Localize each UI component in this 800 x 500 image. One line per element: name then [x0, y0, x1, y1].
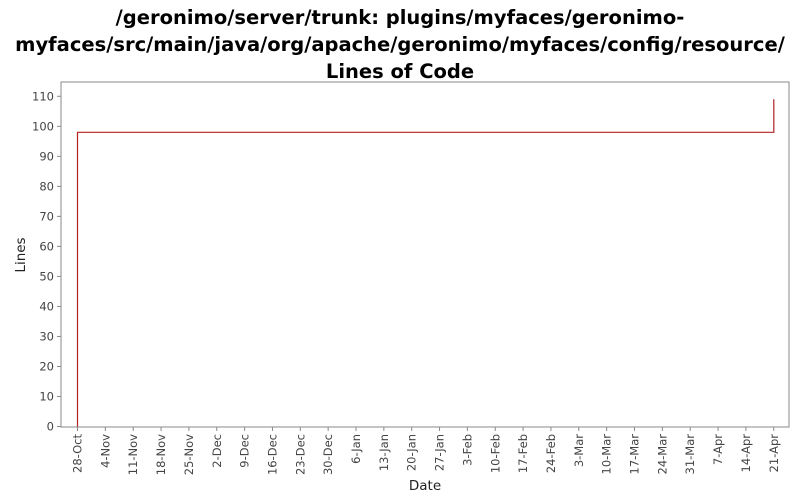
x-tick-label: 7-Apr [711, 434, 725, 465]
y-tick-label: 0 [47, 420, 54, 434]
y-tick-label: 50 [39, 269, 54, 283]
x-tick-label: 6-Jan [349, 434, 363, 464]
x-tick-label: 3-Mar [572, 434, 586, 467]
y-tick-label: 100 [32, 119, 54, 133]
x-tick-label: 20-Jan [405, 434, 419, 471]
y-tick-label: 10 [39, 389, 54, 403]
x-tick-label: 28-Oct [71, 434, 85, 473]
x-tick-label: 3-Feb [460, 434, 474, 466]
chart-title-line-2: myfaces/src/main/java/org/apache/geronim… [15, 33, 785, 56]
x-tick-label: 13-Jan [377, 434, 391, 471]
x-axis-label: Date [409, 478, 441, 494]
x-tick-label: 9-Dec [238, 434, 252, 468]
x-tick-label: 16-Dec [265, 434, 279, 475]
chart-title-line-1: /geronimo/server/trunk: plugins/myfaces/… [115, 6, 685, 29]
x-tick-label: 4-Nov [98, 434, 112, 468]
x-tick-label: 23-Dec [293, 434, 307, 475]
y-tick-label: 90 [39, 149, 54, 163]
y-tick-label: 40 [39, 299, 54, 313]
y-tick-label: 20 [39, 359, 54, 373]
x-tick-label: 17-Feb [516, 434, 530, 473]
x-tick-label: 31-Mar [683, 434, 697, 475]
y-tick-label: 60 [39, 239, 54, 253]
y-axis: 0 10 20 30 40 50 60 70 80 90 100 110 [32, 89, 61, 434]
x-tick-label: 21-Apr [767, 434, 781, 473]
x-tick-label: 2-Dec [210, 434, 224, 468]
x-tick-label: 24-Feb [544, 434, 558, 473]
x-tick-label: 18-Nov [154, 434, 168, 475]
x-tick-label: 27-Jan [433, 434, 447, 471]
x-tick-label: 17-Mar [628, 434, 642, 475]
y-tick-label: 110 [32, 89, 54, 103]
x-tick-label: 10-Feb [488, 434, 502, 473]
plot-area [60, 81, 790, 428]
y-axis-label: Lines [13, 237, 29, 272]
x-tick-label: 14-Apr [739, 434, 753, 473]
x-axis: 28-Oct 4-Nov 11-Nov 18-Nov 25-Nov 2-Dec 9-Dec 1… [71, 427, 781, 475]
chart-title: /geronimo/server/trunk: plugins/myfaces/… [0, 4, 800, 85]
y-tick-label: 30 [39, 329, 54, 343]
x-tick-label: 30-Dec [321, 434, 335, 475]
series-layer [76, 99, 775, 427]
x-tick-label: 25-Nov [182, 434, 196, 475]
x-tick-label: 11-Nov [126, 434, 140, 475]
chart-title-line-3: Lines of Code [325, 60, 475, 83]
x-tick-label: 10-Mar [600, 434, 614, 475]
y-tick-label: 80 [39, 179, 54, 193]
y-tick-label: 70 [39, 209, 54, 223]
series-line [76, 99, 775, 427]
x-tick-label: 24-Mar [655, 434, 669, 475]
